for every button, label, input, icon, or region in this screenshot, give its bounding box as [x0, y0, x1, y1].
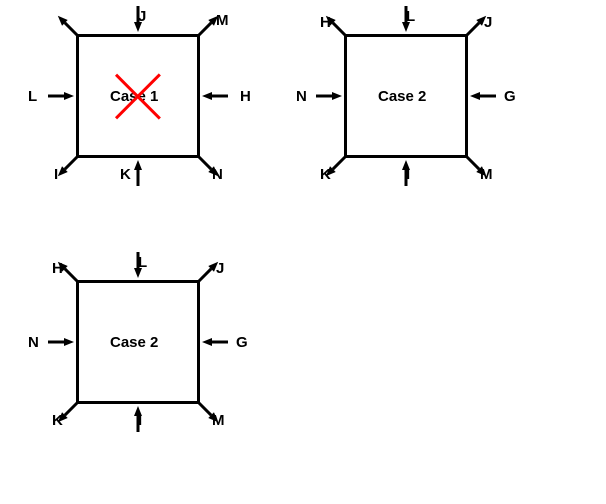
label-bl: I	[54, 166, 58, 183]
diagram-case1: Case 1JKLHMIN	[76, 34, 200, 158]
arrows	[16, 0, 260, 218]
label-br: N	[212, 166, 223, 183]
label-tr: M	[216, 12, 229, 29]
label-bl: K	[320, 166, 331, 183]
label-left: N	[28, 334, 39, 351]
label-top: L	[406, 8, 415, 25]
label-bottom: K	[120, 166, 131, 183]
label-br: M	[480, 166, 493, 183]
label-tl: H	[52, 260, 63, 277]
label-tr: J	[216, 260, 224, 277]
label-right: G	[504, 88, 516, 105]
case-label: Case 2	[378, 88, 426, 105]
label-bottom: I	[406, 166, 410, 183]
label-left: N	[296, 88, 307, 105]
label-top: L	[138, 254, 147, 271]
label-left: L	[28, 88, 37, 105]
label-right: G	[236, 334, 248, 351]
label-br: M	[212, 412, 225, 429]
label-bottom: I	[138, 412, 142, 429]
diagram-case2a: Case 2LINGHJKM	[344, 34, 468, 158]
case-label: Case 2	[110, 334, 158, 351]
label-tl: H	[320, 14, 331, 31]
diagram-case2b: Case 2LINGHJKM	[76, 280, 200, 404]
label-tr: J	[484, 14, 492, 31]
label-top: J	[138, 8, 146, 25]
arrows	[284, 0, 528, 218]
label-right: H	[240, 88, 251, 105]
label-bl: K	[52, 412, 63, 429]
